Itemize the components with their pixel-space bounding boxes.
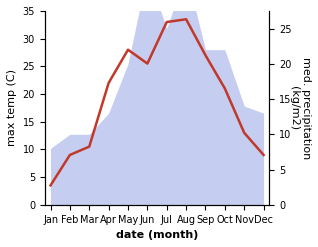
X-axis label: date (month): date (month) xyxy=(116,230,198,240)
Y-axis label: max temp (C): max temp (C) xyxy=(7,69,17,146)
Y-axis label: med. precipitation
(kg/m2): med. precipitation (kg/m2) xyxy=(289,57,311,159)
